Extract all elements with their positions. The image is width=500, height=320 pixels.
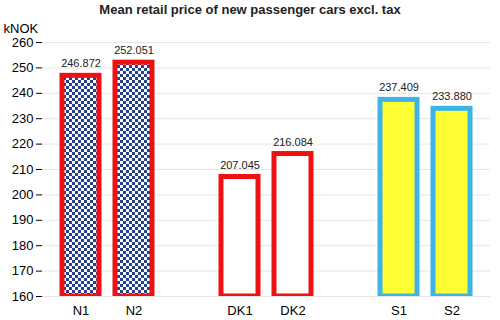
svg-text:kNOK: kNOK	[4, 21, 39, 36]
svg-text:S1: S1	[391, 303, 407, 318]
svg-text:246.872: 246.872	[61, 57, 101, 69]
svg-text:200: 200	[12, 187, 34, 202]
svg-text:260: 260	[12, 35, 34, 50]
svg-text:207.045: 207.045	[220, 159, 260, 171]
svg-text:230: 230	[12, 111, 34, 126]
svg-text:240: 240	[12, 85, 34, 100]
svg-text:160: 160	[12, 289, 34, 304]
svg-text:N2: N2	[126, 303, 143, 318]
svg-text:216.084: 216.084	[273, 136, 313, 148]
svg-text:220: 220	[12, 136, 34, 151]
svg-text:170: 170	[12, 263, 34, 278]
svg-text:210: 210	[12, 162, 34, 177]
svg-text:DK2: DK2	[280, 303, 305, 318]
html-text:Mean retail price of new passe: Mean retail price of new passenger cars …	[99, 2, 401, 17]
svg-text:N1: N1	[73, 303, 90, 318]
svg-text:S2: S2	[444, 303, 460, 318]
svg-text:250: 250	[12, 60, 34, 75]
svg-text:252.051: 252.051	[114, 44, 154, 56]
svg-text:237.409: 237.409	[379, 81, 419, 93]
svg-text:233.880: 233.880	[432, 90, 472, 102]
svg-text:190: 190	[12, 212, 34, 227]
svg-text:180: 180	[12, 238, 34, 253]
svg-text:DK1: DK1	[227, 303, 252, 318]
